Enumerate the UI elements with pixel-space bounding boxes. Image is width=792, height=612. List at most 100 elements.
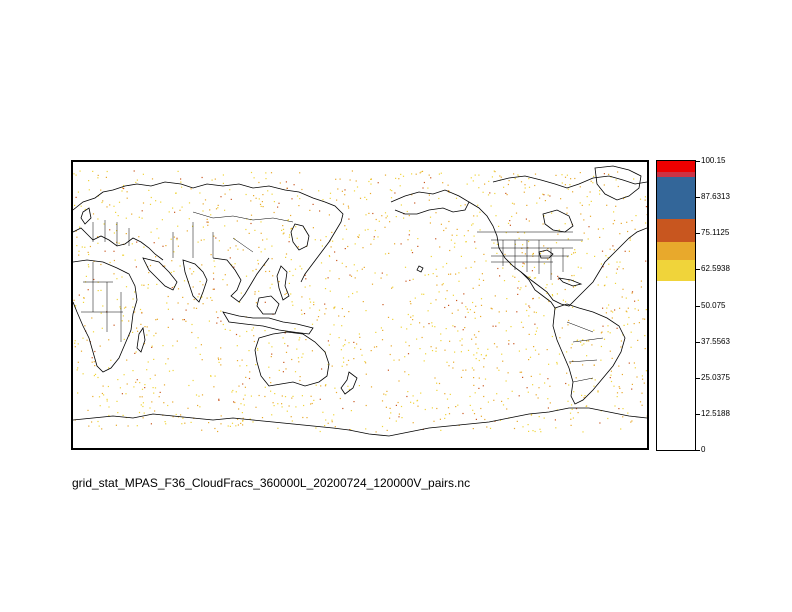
cloud-dot: [285, 253, 288, 255]
cloud-dot: [220, 423, 222, 425]
cloud-dot: [391, 287, 393, 289]
cloud-dot: [610, 380, 613, 383]
cloud-dot: [529, 356, 532, 358]
cloud-dot: [514, 276, 516, 278]
cloud-dot: [555, 242, 558, 244]
cloud-dot: [303, 313, 306, 315]
cloud-dot: [91, 317, 93, 319]
cloud-dot: [473, 235, 475, 237]
cloud-dot: [141, 284, 143, 286]
cloud-dot: [484, 418, 486, 421]
cloud-dot: [227, 249, 229, 251]
cloud-dot: [148, 330, 150, 332]
cloud-dot: [155, 332, 157, 334]
cloud-dot: [156, 228, 158, 230]
cloud-dot: [155, 319, 157, 321]
cloud-dot: [294, 268, 297, 270]
cloud-dot: [116, 241, 118, 243]
cloud-dot: [325, 419, 327, 421]
cloud-dot: [417, 238, 419, 240]
cloud-dot: [446, 398, 449, 400]
cloud-dot: [279, 182, 281, 184]
cloud-dot: [214, 375, 216, 377]
cloud-dot: [376, 346, 378, 348]
cloud-dot: [148, 272, 150, 274]
cloud-dot: [126, 383, 128, 385]
cloud-dot: [106, 170, 108, 173]
cloud-dot: [291, 358, 293, 361]
cloud-dot: [168, 211, 170, 213]
cloud-dot: [533, 311, 535, 313]
cloud-dot: [494, 171, 496, 173]
cloud-dot: [131, 243, 133, 245]
cloud-dot: [353, 341, 355, 343]
cloud-dot: [478, 284, 480, 286]
cloud-dot: [641, 404, 643, 406]
cloud-dot: [478, 330, 480, 333]
cloud-dot: [199, 353, 201, 355]
colorbar-tick: [696, 414, 700, 415]
cloud-dot: [162, 245, 164, 247]
cloud-dot: [473, 384, 475, 386]
cloud-dot: [150, 196, 152, 199]
cloud-dot: [142, 202, 145, 204]
cloud-dot: [232, 389, 234, 392]
cloud-dot: [592, 182, 594, 184]
cloud-dot: [150, 231, 152, 233]
cloud-dot: [490, 205, 492, 207]
cloud-dot: [614, 405, 616, 407]
cloud-dot: [252, 270, 254, 272]
cloud-dot: [214, 266, 216, 268]
cloud-dot: [643, 382, 645, 384]
cloud-dot: [84, 208, 86, 210]
cloud-dot: [569, 184, 571, 186]
cloud-dot: [99, 405, 101, 407]
cloud-dot: [536, 327, 538, 329]
cloud-dot: [220, 310, 222, 312]
cloud-dot: [474, 261, 476, 263]
cloud-dot: [195, 307, 198, 309]
cloud-dot: [583, 343, 585, 345]
cloud-dot: [529, 306, 531, 309]
cloud-dot: [265, 172, 267, 174]
cloud-dot: [119, 387, 121, 389]
cloud-dot: [296, 348, 298, 350]
cloud-dot: [631, 220, 633, 222]
cloud-dot: [611, 357, 613, 359]
europe-coast: [73, 227, 164, 261]
cloud-dot: [146, 369, 148, 371]
cloud-dot: [499, 275, 501, 277]
cloud-dot: [607, 417, 609, 420]
cloud-dot: [462, 329, 464, 331]
cloud-dot: [469, 309, 471, 311]
cloud-dot: [229, 189, 231, 191]
cloud-dot: [584, 395, 586, 397]
cloud-dot: [370, 178, 372, 180]
cloud-dot: [339, 178, 341, 180]
cloud-dot: [495, 325, 497, 327]
cloud-dot: [380, 277, 382, 279]
colorbar-band: [657, 171, 695, 178]
cloud-dot: [109, 229, 111, 231]
cloud-dot: [460, 205, 462, 207]
cloud-dot: [359, 197, 362, 199]
cloud-dot: [506, 298, 508, 300]
cloud-dot: [387, 369, 389, 371]
cloud-dot: [264, 301, 266, 303]
cloud-dot: [528, 315, 530, 317]
cloud-dot: [590, 200, 592, 202]
cloud-dot: [117, 215, 119, 217]
cloud-dot: [224, 193, 226, 195]
cloud-dot: [109, 204, 111, 206]
cloud-dot: [517, 231, 519, 233]
cloud-dot: [511, 202, 514, 204]
cloud-dot: [222, 182, 224, 184]
cloud-dot: [286, 410, 288, 412]
cloud-dot: [329, 255, 331, 258]
cloud-dot: [133, 386, 135, 388]
cloud-dot: [506, 408, 508, 410]
cloud-dot: [117, 379, 119, 381]
cloud-dot: [610, 374, 612, 376]
cloud-dot: [528, 276, 530, 278]
cloud-dot: [358, 385, 360, 387]
